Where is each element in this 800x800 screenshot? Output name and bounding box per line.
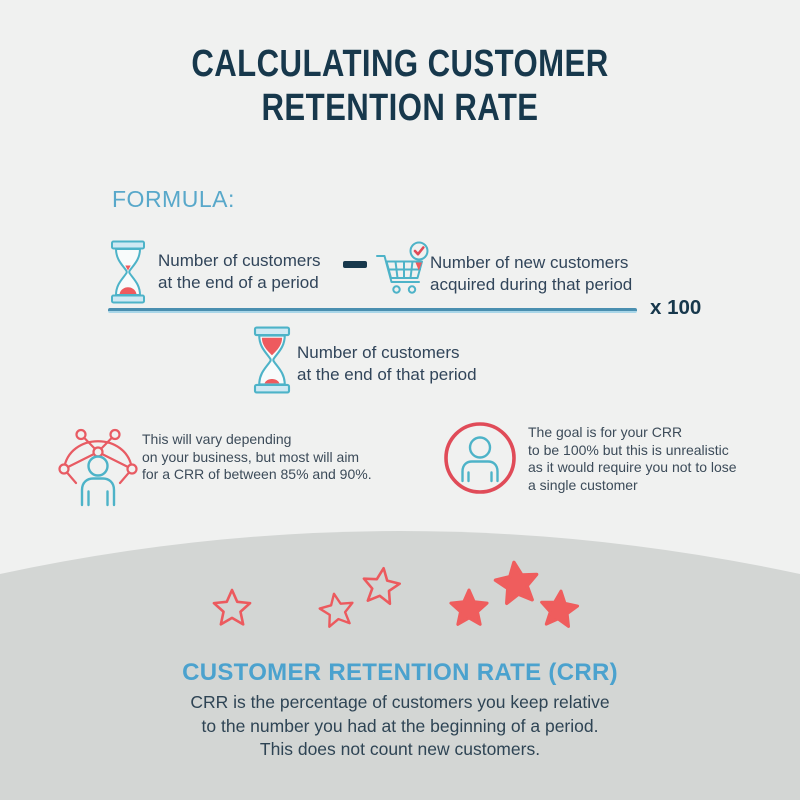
- minus-operator: [343, 261, 367, 268]
- note-left: This will vary depending on your busines…: [142, 431, 372, 483]
- denominator-text: Number of customers at the end of that p…: [297, 343, 477, 384]
- numerator-left-text: Number of customers at the end of a peri…: [158, 251, 321, 292]
- multiplier-text: x 100: [650, 296, 702, 319]
- network-people-icon: [58, 428, 138, 507]
- hourglass-icon: [253, 326, 291, 394]
- page-title-line2: RETENTION RATE: [261, 87, 539, 129]
- page-title-line1: CALCULATING CUSTOMER: [191, 43, 609, 85]
- numerator-right-text: Number of new customers acquired during …: [430, 253, 633, 294]
- shopping-cart-check-icon: [376, 241, 429, 294]
- hourglass-icon: [111, 240, 145, 304]
- formula-label: FORMULA:: [112, 186, 235, 212]
- note-right: The goal is for your CRR to be 100% but …: [528, 424, 737, 493]
- person-in-circle-icon: [444, 422, 516, 494]
- fraction-bar: [108, 308, 637, 313]
- page-title: CALCULATING CUSTOMER RETENTION RATE: [0, 42, 800, 130]
